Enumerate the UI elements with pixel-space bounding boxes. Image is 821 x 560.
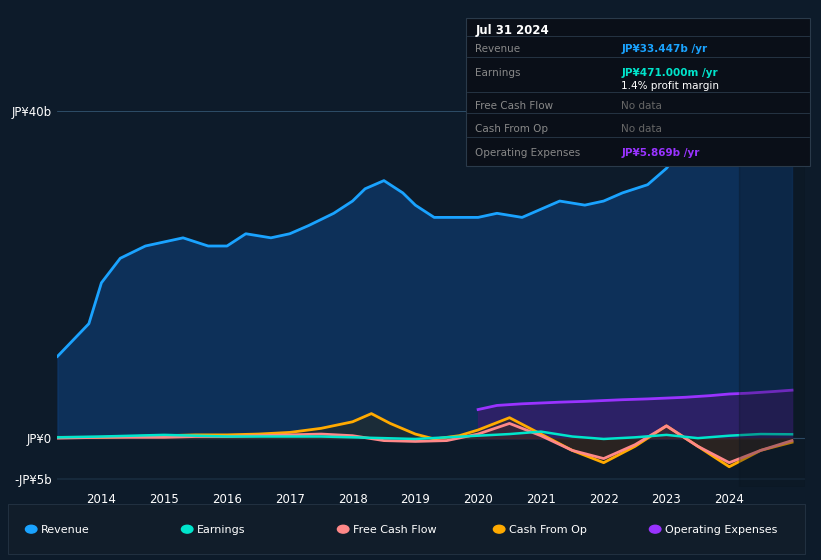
Text: Cash From Op: Cash From Op [509, 525, 587, 535]
Bar [739, 78, 805, 487]
Text: Jul 31 2024: Jul 31 2024 [475, 24, 549, 36]
Text: JP¥33.447b /yr: JP¥33.447b /yr [621, 44, 708, 54]
Text: 1.4% profit margin: 1.4% profit margin [621, 81, 719, 91]
Text: Free Cash Flow: Free Cash Flow [475, 101, 553, 111]
Text: No data: No data [621, 124, 663, 134]
Text: Earnings: Earnings [475, 68, 521, 78]
Text: Revenue: Revenue [475, 44, 521, 54]
Text: Operating Expenses: Operating Expenses [475, 148, 580, 158]
Text: JP¥5.869b /yr: JP¥5.869b /yr [621, 148, 699, 158]
Text: Revenue: Revenue [41, 525, 89, 535]
Text: No data: No data [621, 101, 663, 111]
Text: Operating Expenses: Operating Expenses [665, 525, 777, 535]
Text: Free Cash Flow: Free Cash Flow [353, 525, 437, 535]
Text: JP¥471.000m /yr: JP¥471.000m /yr [621, 68, 718, 78]
Text: Cash From Op: Cash From Op [475, 124, 548, 134]
Text: Earnings: Earnings [197, 525, 245, 535]
